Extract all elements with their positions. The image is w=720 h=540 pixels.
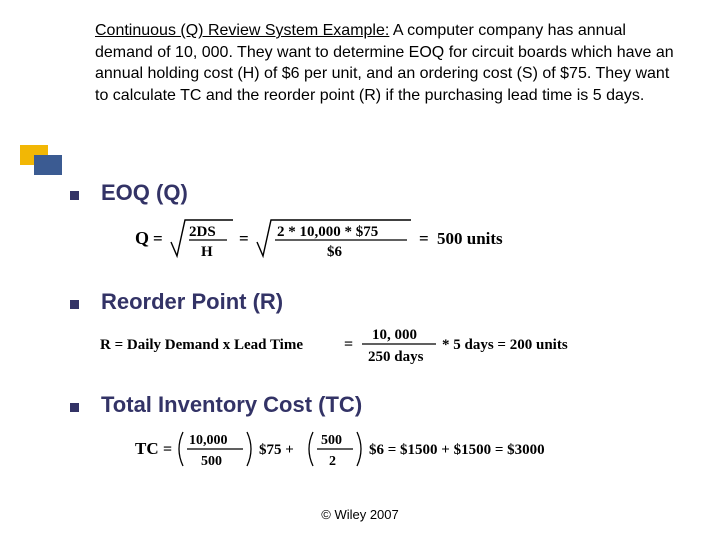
- svg-text:=: =: [344, 336, 353, 353]
- bullet-square-icon: [70, 403, 79, 412]
- title-underline: Continuous (Q) Review System Example:: [95, 22, 389, 39]
- svg-text:=: =: [419, 229, 429, 248]
- svg-text:500: 500: [201, 454, 222, 469]
- accent-decoration: [20, 145, 65, 175]
- svg-text:R = Daily Demand x Lead Time: R = Daily Demand x Lead Time: [100, 337, 303, 353]
- copyright-text: © Wiley 2007: [0, 507, 720, 522]
- svg-text:H: H: [201, 244, 213, 260]
- bullet-label: Reorder Point (R): [101, 289, 283, 315]
- svg-text:=: =: [163, 441, 172, 458]
- bullet-square-icon: [70, 191, 79, 200]
- svg-text:$6 = $1500 + $1500 = $3000: $6 = $1500 + $1500 = $3000: [369, 442, 545, 458]
- bullet-item-eoq: EOQ (Q): [70, 180, 670, 206]
- slide-title: Continuous (Q) Review System Example: A …: [95, 20, 675, 106]
- svg-text:$6: $6: [327, 244, 343, 260]
- bullet-item-tc: Total Inventory Cost (TC): [70, 392, 670, 418]
- svg-text:Q: Q: [135, 228, 149, 248]
- svg-text:2: 2: [329, 454, 336, 469]
- accent-blue-box: [34, 155, 62, 175]
- formula-eoq: Q = 2DS H = 2 * 10,000 * $75 $6 = 500 un…: [135, 212, 670, 269]
- bullet-item-reorder: Reorder Point (R): [70, 289, 670, 315]
- svg-text:=: =: [239, 229, 249, 248]
- bullet-label: Total Inventory Cost (TC): [101, 392, 362, 418]
- svg-text:$75 +: $75 +: [259, 442, 294, 458]
- formula-tc: TC = 10,000 500 $75 + 500 2 $6 = $1500 +…: [135, 424, 670, 479]
- bullet-label: EOQ (Q): [101, 180, 188, 206]
- svg-text:TC: TC: [135, 439, 159, 458]
- svg-text:2 * 10,000 * $75: 2 * 10,000 * $75: [277, 224, 378, 240]
- svg-text:10, 000: 10, 000: [372, 327, 417, 343]
- svg-text:500: 500: [321, 433, 342, 448]
- svg-text:500 units: 500 units: [437, 229, 503, 248]
- svg-text:250 days: 250 days: [368, 349, 424, 365]
- svg-text:=: =: [153, 229, 163, 248]
- bullet-square-icon: [70, 300, 79, 309]
- formula-reorder: R = Daily Demand x Lead Time = 10, 000 2…: [100, 321, 670, 372]
- svg-text:* 5 days = 200 units: * 5 days = 200 units: [442, 337, 568, 353]
- svg-text:2DS: 2DS: [189, 224, 216, 240]
- svg-text:10,000: 10,000: [189, 433, 228, 448]
